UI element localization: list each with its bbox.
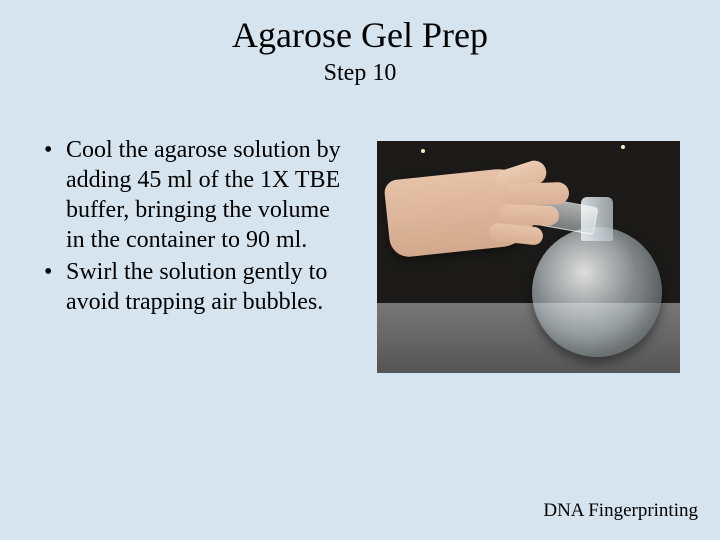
slide-content: Cool the agarose solution by adding 45 m… (0, 87, 720, 373)
slide-title: Agarose Gel Prep (0, 0, 720, 56)
list-item: Swirl the solution gently to avoid trapp… (40, 257, 353, 317)
finger-icon (505, 182, 570, 206)
bullet-list: Cool the agarose solution by adding 45 m… (40, 135, 353, 373)
erlenmeyer-flask-icon (532, 227, 662, 357)
light-speck-icon (421, 149, 425, 153)
finger-icon (499, 204, 560, 226)
list-item: Cool the agarose solution by adding 45 m… (40, 135, 353, 255)
slide-subtitle: Step 10 (0, 60, 720, 87)
footer-label: DNA Fingerprinting (543, 500, 698, 522)
step-photo (377, 141, 680, 373)
